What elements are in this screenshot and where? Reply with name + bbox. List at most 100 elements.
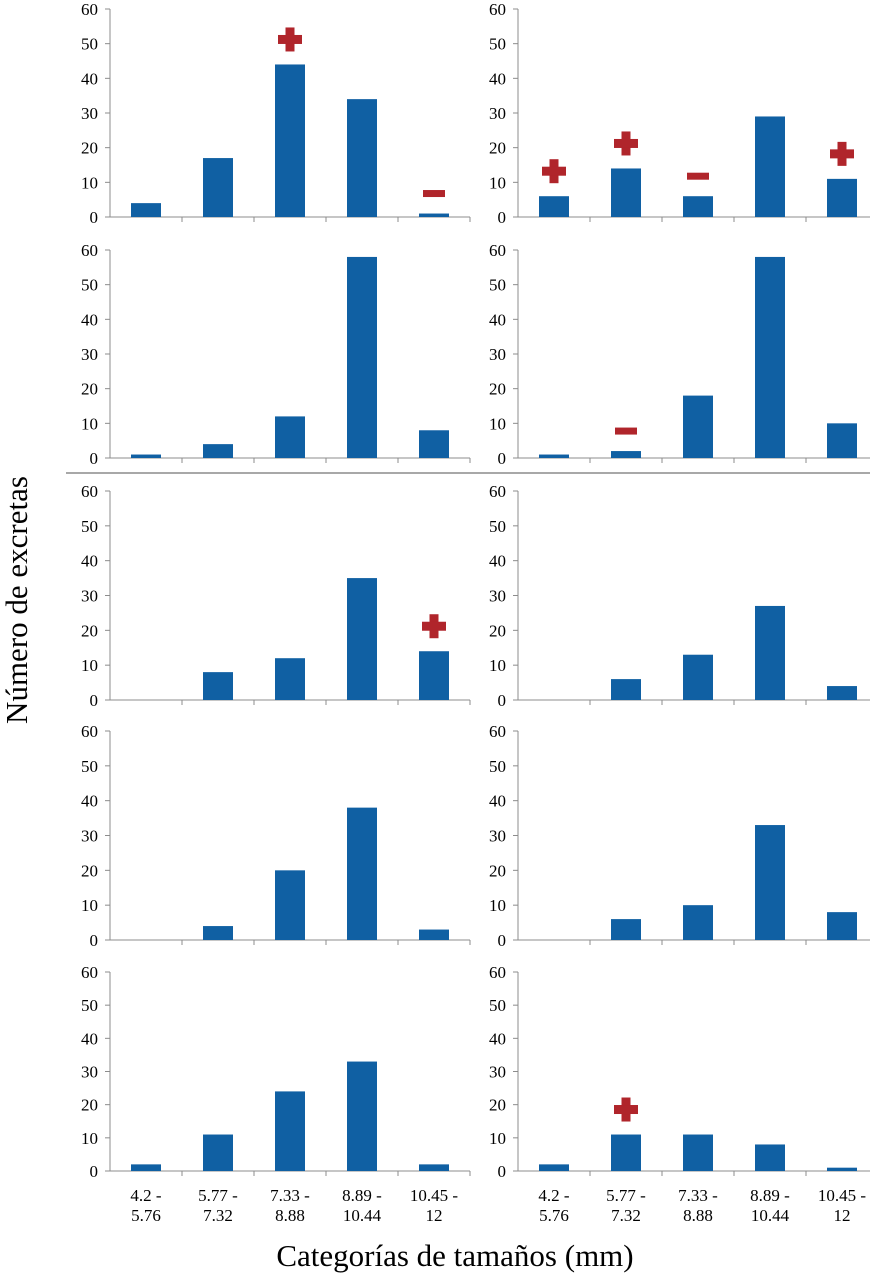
y-tick-label: 10 [489, 1129, 506, 1148]
y-tick-label: 10 [489, 656, 506, 675]
panel-3: 0 10 20 30 40 50 60 [81, 241, 471, 468]
bar [203, 444, 233, 458]
x-category-label: 12 [834, 1206, 851, 1225]
bar [347, 1061, 377, 1171]
y-tick-label: 30 [81, 827, 98, 846]
bar [203, 1134, 233, 1171]
bar [611, 1134, 641, 1171]
y-tick-label: 0 [90, 208, 99, 227]
bar [611, 919, 641, 940]
bar [275, 1091, 305, 1171]
x-category-label: 8.89 - [750, 1186, 790, 1205]
y-tick-label: 20 [489, 380, 506, 399]
bar [827, 686, 857, 700]
y-tick-label: 50 [489, 517, 506, 536]
y-tick-label: 0 [90, 449, 99, 468]
y-tick-label: 0 [498, 208, 507, 227]
x-category-label: 7.32 [611, 1206, 641, 1225]
x-category-label: 4.2 - [538, 1186, 570, 1205]
x-category-label: 8.88 [683, 1206, 713, 1225]
bar [275, 658, 305, 700]
x-category-label: 5.76 [131, 1206, 161, 1225]
minus-marker [615, 427, 637, 435]
y-tick-label: 30 [81, 587, 98, 606]
x-category-label: 10.45 - [410, 1186, 459, 1205]
bar [539, 1164, 569, 1171]
bar [755, 116, 785, 217]
y-tick-label: 20 [81, 139, 98, 158]
bar [683, 395, 713, 458]
panel-5: 0 10 20 30 40 50 60 [81, 482, 471, 710]
y-tick-label: 0 [90, 691, 99, 710]
y-tick-label: 0 [90, 931, 99, 950]
y-tick-label: 30 [489, 345, 506, 364]
bar [419, 1164, 449, 1171]
y-tick-label: 20 [81, 380, 98, 399]
y-tick-label: 60 [489, 482, 506, 501]
x-category-label: 5.77 - [606, 1186, 646, 1205]
y-tick-label: 40 [489, 552, 506, 571]
plus-marker-horizontal [830, 149, 854, 159]
x-category-label: 7.33 - [678, 1186, 718, 1205]
bar [419, 213, 449, 217]
bar [827, 423, 857, 458]
bar [827, 178, 857, 217]
y-tick-label: 30 [81, 345, 98, 364]
y-tick-label: 10 [489, 414, 506, 433]
y-tick-label: 40 [81, 310, 98, 329]
y-tick-label: 60 [489, 0, 506, 19]
bar [683, 905, 713, 940]
panel-4: 0 10 20 30 40 50 60 [489, 241, 870, 468]
bar [539, 454, 569, 458]
y-tick-label: 0 [498, 449, 507, 468]
y-tick-label: 60 [489, 722, 506, 741]
bar [347, 99, 377, 217]
plus-marker-horizontal [422, 621, 446, 631]
bar [611, 451, 641, 458]
y-tick-label: 30 [489, 104, 506, 123]
bar [203, 672, 233, 700]
x-category-label: 8.89 - [342, 1186, 382, 1205]
bar [131, 203, 161, 217]
bar [755, 256, 785, 458]
bar [347, 256, 377, 458]
x-category-label: 5.76 [539, 1206, 569, 1225]
y-tick-label: 0 [90, 1162, 99, 1181]
y-tick-label: 60 [81, 0, 98, 19]
bar [419, 929, 449, 940]
y-tick-label: 10 [489, 896, 506, 915]
y-tick-label: 60 [489, 241, 506, 260]
y-tick-label: 0 [498, 1162, 507, 1181]
y-tick-label: 0 [498, 691, 507, 710]
panel-2: 0 10 20 30 40 50 60 [489, 0, 870, 227]
y-tick-label: 30 [489, 827, 506, 846]
y-tick-label: 10 [81, 1129, 98, 1148]
y-tick-label: 20 [489, 139, 506, 158]
x-category-label: 10.44 [343, 1206, 382, 1225]
y-tick-label: 50 [81, 517, 98, 536]
y-tick-label: 30 [81, 104, 98, 123]
y-tick-label: 30 [489, 587, 506, 606]
y-tick-label: 20 [81, 621, 98, 640]
bar [131, 1164, 161, 1171]
y-tick-label: 40 [81, 552, 98, 571]
panel-8: 0 10 20 30 40 50 60 [489, 722, 870, 950]
bar [611, 679, 641, 700]
bar [419, 430, 449, 458]
y-tick-label: 10 [81, 656, 98, 675]
bar [275, 416, 305, 458]
y-tick-label: 50 [81, 757, 98, 776]
bar [347, 578, 377, 700]
minus-marker [423, 190, 445, 198]
y-tick-label: 30 [489, 1063, 506, 1082]
y-tick-label: 40 [489, 792, 506, 811]
x-category-label: 7.32 [203, 1206, 233, 1225]
y-tick-label: 40 [81, 1029, 98, 1048]
bar [539, 196, 569, 217]
bar [683, 196, 713, 217]
bar [755, 605, 785, 700]
y-tick-label: 50 [81, 276, 98, 295]
y-tick-label: 40 [81, 792, 98, 811]
